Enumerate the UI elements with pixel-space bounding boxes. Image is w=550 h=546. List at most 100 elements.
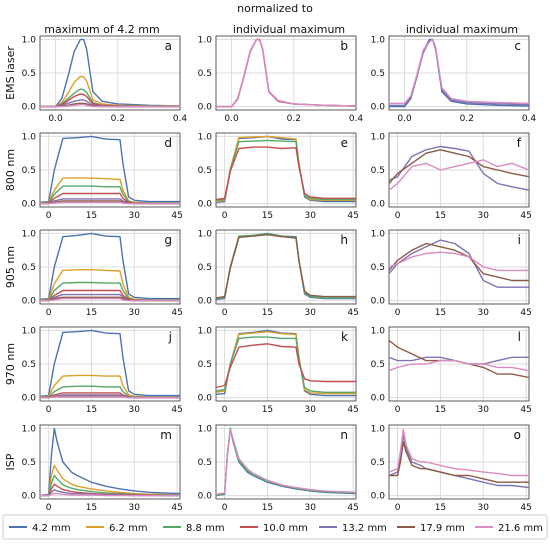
x-tick-label: 15 <box>262 211 273 221</box>
panel-letter: o <box>514 428 521 442</box>
column-title-3: individual maximum <box>406 23 518 36</box>
x-tick-label: 15 <box>262 405 273 415</box>
panel-g: 0.0 0.5 1.0 0 15 30 45 g 905 nm <box>4 229 183 318</box>
series-line-4-2-mm <box>40 38 181 108</box>
plot-frame <box>388 326 530 402</box>
y-tick-label: 0.5 <box>198 69 212 79</box>
y-tick-label: 0.5 <box>22 263 36 273</box>
x-tick-label: 45 <box>347 503 358 513</box>
y-tick-label: 0.5 <box>371 360 385 370</box>
panel-letter: b <box>340 39 348 53</box>
x-tick-label: 0.4 <box>349 114 364 124</box>
row-label: 800 nm <box>4 149 17 191</box>
y-tick-label: 1.0 <box>198 326 213 336</box>
x-tick-label: 15 <box>262 503 273 513</box>
series-line-21-6-mm <box>40 297 180 302</box>
x-tick-label: 0.2 <box>460 114 474 124</box>
x-tick-label: 15 <box>86 405 97 415</box>
panel-b: 0.0 0.5 1.0 0.0 0.2 0.4 b <box>198 35 364 124</box>
x-tick-label: 0.0 <box>397 114 412 124</box>
series-line-17-9-mm <box>215 233 356 299</box>
series-line-4-2-mm <box>39 232 180 300</box>
y-tick-label: 1.0 <box>371 229 386 239</box>
x-tick-label: 45 <box>171 211 182 221</box>
legend: 4.2 mm 6.2 mm 8.8 mm 10.0 mm 13.2 mm 17.9 mm 2… <box>2 514 548 540</box>
column-title-1: maximum of 4.2 mm <box>44 23 159 36</box>
series-line-21-6-mm <box>388 159 530 191</box>
row-label: EMS laser <box>4 46 17 100</box>
y-tick-label: 0.5 <box>22 458 36 468</box>
y-tick-label: 1.0 <box>22 229 37 239</box>
x-tick-label: 45 <box>520 503 531 513</box>
series-line-21-6-mm <box>40 201 180 205</box>
x-tick-label: 45 <box>520 211 531 221</box>
y-tick-label: 0.5 <box>198 360 212 370</box>
panel-c: 0.0 0.5 1.0 0.0 0.2 0.4 c <box>371 35 537 124</box>
series-line-4-2-mm <box>39 329 180 397</box>
panel-h: 0.0 0.5 1.0 0 15 30 45 h <box>198 229 359 318</box>
y-tick-label: 0.0 <box>371 492 386 502</box>
x-tick-label: 0 <box>46 308 52 318</box>
x-tick-label: 45 <box>520 405 531 415</box>
legend-entry: 4.2 mm <box>9 523 71 534</box>
x-tick-label: 45 <box>171 405 182 415</box>
series-line-17-9-mm <box>389 441 529 483</box>
x-tick-label: 30 <box>129 308 141 318</box>
legend-entry: 17.9 mm <box>397 523 465 534</box>
plot-frame <box>215 35 357 111</box>
y-tick-label: 1.0 <box>198 229 213 239</box>
panel-letter: n <box>340 428 348 442</box>
x-tick-label: 0 <box>222 405 228 415</box>
x-tick-label: 30 <box>478 405 490 415</box>
x-tick-label: 30 <box>129 503 141 513</box>
x-tick-label: 0.2 <box>111 114 125 124</box>
legend-label: 10.0 mm <box>263 523 308 534</box>
panel-letter: g <box>164 233 172 247</box>
plot-frame <box>215 424 357 500</box>
legend-label: 21.6 mm <box>498 523 543 534</box>
y-tick-label: 0.0 <box>198 394 213 404</box>
y-tick-label: 1.0 <box>371 326 386 336</box>
x-tick-label: 30 <box>478 503 490 513</box>
panel-letter: j <box>168 330 172 344</box>
y-tick-label: 0.0 <box>22 492 37 502</box>
panel-n: 0.0 0.5 1.0 0 15 30 45 n <box>198 424 359 513</box>
x-tick-label: 30 <box>305 405 317 415</box>
x-tick-label: 0 <box>222 503 228 513</box>
series-line-21-6-mm <box>388 251 529 272</box>
y-tick-label: 0.5 <box>198 263 212 273</box>
legend-label: 8.8 mm <box>186 523 225 534</box>
panel-l: 0.0 0.5 1.0 0 15 30 45 l <box>371 326 532 415</box>
y-tick-label: 0.0 <box>371 297 386 307</box>
legend-entry: 13.2 mm <box>319 523 387 534</box>
panel-letter: e <box>341 136 348 150</box>
plot-frame <box>39 35 181 111</box>
panel-letter: k <box>341 330 348 344</box>
y-tick-label: 0.5 <box>198 166 212 176</box>
y-tick-label: 0.5 <box>22 360 36 370</box>
x-tick-label: 0.0 <box>48 114 63 124</box>
panel-d: 0.0 0.5 1.0 0 15 30 45 d 800 nm <box>4 132 183 221</box>
y-tick-label: 1.0 <box>22 35 37 45</box>
series-line-21-6-mm <box>389 38 530 105</box>
series-line-17-9-mm <box>388 242 529 282</box>
x-tick-label: 0 <box>395 211 401 221</box>
y-tick-label: 0.0 <box>371 200 386 210</box>
x-tick-label: 0.2 <box>287 114 301 124</box>
x-tick-label: 15 <box>435 211 446 221</box>
panel-letter: l <box>518 330 521 344</box>
series-line-10-0-mm <box>215 343 356 389</box>
panel-letter: d <box>164 136 172 150</box>
x-tick-label: 45 <box>171 308 182 318</box>
x-tick-label: 0.4 <box>173 114 188 124</box>
column-title-2: individual maximum <box>233 23 345 36</box>
y-tick-label: 0.0 <box>198 103 213 113</box>
x-tick-label: 30 <box>305 503 317 513</box>
y-tick-label: 0.0 <box>198 492 213 502</box>
x-tick-label: 0 <box>395 405 401 415</box>
plot-frame <box>39 326 181 402</box>
y-tick-label: 1.0 <box>22 326 37 336</box>
y-tick-label: 0.5 <box>371 263 385 273</box>
